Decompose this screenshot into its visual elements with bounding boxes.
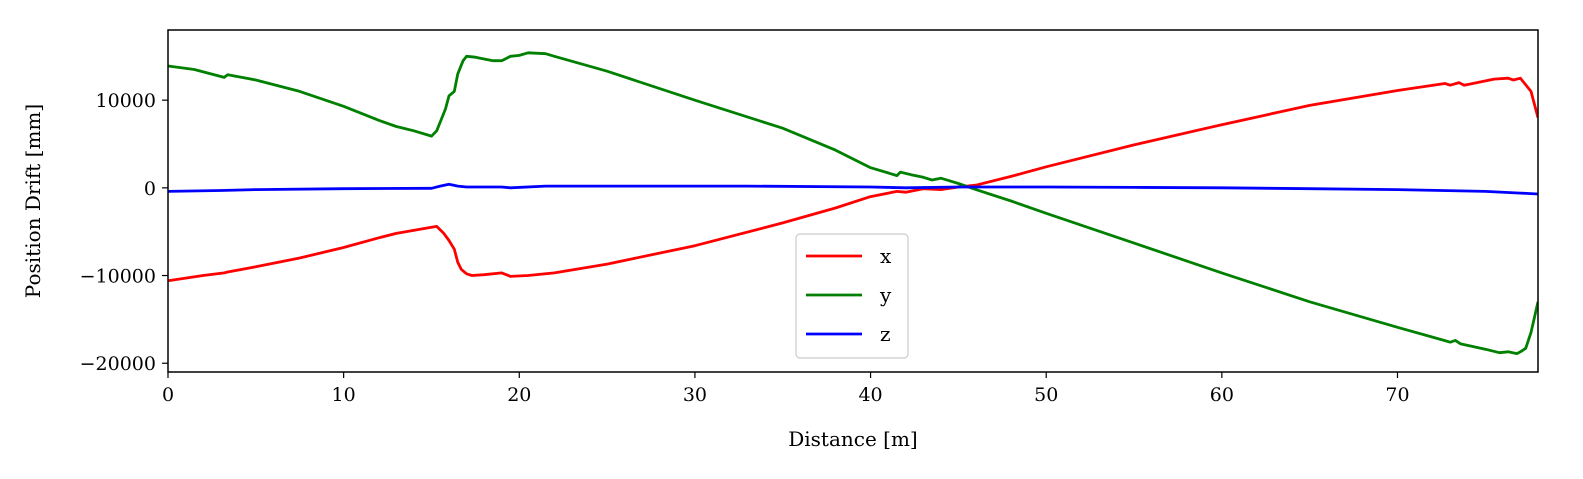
x-tick-label: 70 bbox=[1385, 384, 1409, 406]
x-tick-label: 30 bbox=[683, 384, 707, 406]
plot-area bbox=[168, 51, 1538, 355]
x-axis-label: Distance [m] bbox=[788, 427, 918, 451]
legend-label-z: z bbox=[880, 322, 891, 346]
series-line-x bbox=[168, 76, 1538, 283]
x-tick-label: 20 bbox=[507, 384, 531, 406]
legend: xyz bbox=[795, 233, 909, 359]
legend-label-x: x bbox=[880, 244, 892, 268]
y-axis-label: Position Drift [mm] bbox=[21, 104, 45, 298]
x-tick-label: 10 bbox=[332, 384, 356, 406]
plot-frame bbox=[167, 29, 1539, 373]
y-tick-label: −10000 bbox=[80, 266, 156, 288]
x-tick-label: 60 bbox=[1210, 384, 1234, 406]
legend-label-y: y bbox=[879, 283, 892, 307]
y-axis: −20000 −10000 0 10000 bbox=[80, 90, 168, 375]
x-axis: 0 10 20 30 40 50 60 70 bbox=[162, 372, 1410, 406]
y-tick-label: 10000 bbox=[96, 90, 156, 112]
x-tick-label: 0 bbox=[162, 384, 174, 406]
series-line-z bbox=[168, 182, 1538, 196]
y-tick-label: 0 bbox=[144, 178, 156, 200]
x-tick-label: 50 bbox=[1034, 384, 1058, 406]
y-tick-label: −20000 bbox=[80, 353, 156, 375]
series-line-y bbox=[168, 51, 1538, 355]
x-tick-label: 40 bbox=[858, 384, 882, 406]
